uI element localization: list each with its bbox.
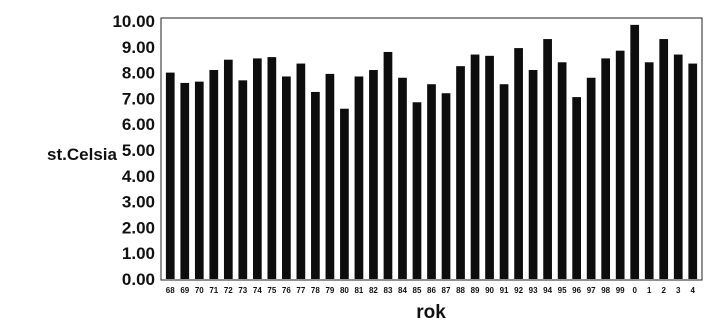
bar	[644, 62, 654, 279]
x-tick-label: 84	[398, 286, 407, 295]
x-tick-label: 73	[238, 286, 247, 295]
x-axis-title: rok	[416, 302, 446, 323]
y-axis-ticks: 0.00 1.00 2.00 3.00 4.00 5.00 6.00 7.00 8.00 9.00…	[112, 12, 155, 289]
bar	[354, 76, 364, 279]
x-tick-label: 98	[601, 286, 610, 295]
plot-frame	[160, 17, 703, 281]
bar	[456, 66, 465, 280]
y-tick-label: 10.00	[112, 12, 155, 31]
bar	[688, 63, 698, 279]
x-tick-label: 80	[340, 286, 349, 295]
y-tick-label: 3.00	[122, 193, 155, 212]
bar	[180, 82, 190, 279]
x-tick-label: 2	[661, 286, 666, 295]
x-tick-label: 99	[616, 286, 625, 295]
x-tick-label: 81	[354, 286, 363, 295]
bar	[325, 73, 335, 279]
x-tick-label: 88	[456, 286, 465, 295]
bar	[441, 93, 451, 280]
y-tick-label: 9.00	[122, 38, 155, 57]
x-tick-label: 74	[253, 286, 262, 295]
x-tick-label: 96	[572, 286, 581, 295]
x-tick-label: 94	[543, 286, 552, 295]
x-tick-label: 97	[587, 286, 596, 295]
x-tick-label: 92	[514, 286, 523, 295]
bar	[557, 62, 567, 279]
x-tick-label: 90	[485, 286, 494, 295]
x-tick-label: 76	[282, 286, 291, 295]
bar	[572, 97, 581, 279]
x-tick-label: 89	[471, 286, 480, 295]
x-tick-label: 4	[691, 286, 696, 295]
bar	[673, 54, 683, 279]
x-tick-label: 69	[180, 286, 189, 295]
y-tick-label: 4.00	[122, 167, 155, 186]
x-tick-label: 3	[676, 286, 681, 295]
bar	[267, 57, 277, 280]
x-tick-label: 83	[384, 286, 393, 295]
bar	[194, 81, 204, 279]
x-tick-label: 75	[267, 286, 276, 295]
bar	[499, 84, 509, 280]
x-tick-label: 0	[632, 286, 637, 295]
y-tick-label: 2.00	[122, 218, 155, 237]
bar	[398, 77, 407, 279]
bar	[282, 76, 291, 279]
bar	[470, 54, 480, 279]
x-tick-label: 85	[413, 286, 422, 295]
bar	[369, 70, 378, 280]
bar	[209, 70, 219, 280]
y-tick-label: 5.00	[122, 141, 155, 160]
bar	[659, 39, 669, 280]
x-tick-label: 70	[195, 286, 204, 295]
bar	[427, 84, 436, 280]
bar	[485, 55, 494, 279]
bars	[165, 24, 698, 280]
bar	[311, 91, 320, 279]
bar	[586, 77, 596, 279]
y-axis-title: st.Celsia	[47, 145, 117, 164]
bar	[412, 102, 422, 280]
y-tick-label: 7.00	[122, 89, 155, 108]
y-tick-label: 1.00	[122, 244, 155, 263]
x-axis-ticks: 68 69 70 71 72 73 74 75 76 77 78 79 80 81 82 83 84 85 86 87…	[166, 286, 696, 295]
y-tick-label: 0.00	[122, 270, 155, 289]
bar	[165, 72, 175, 279]
x-tick-label: 71	[209, 286, 218, 295]
bar	[296, 63, 306, 279]
x-tick-label: 77	[296, 286, 305, 295]
x-tick-label: 78	[311, 286, 320, 295]
bar	[601, 58, 611, 279]
x-tick-label: 82	[369, 286, 378, 295]
x-tick-label: 79	[325, 286, 334, 295]
bar	[223, 59, 233, 280]
bar	[383, 51, 393, 280]
x-tick-label: 93	[529, 286, 538, 295]
x-tick-label: 1	[647, 286, 652, 295]
bar	[543, 39, 552, 280]
x-tick-label: 68	[166, 286, 175, 295]
x-tick-label: 72	[224, 286, 233, 295]
bar	[340, 108, 349, 279]
bar	[252, 58, 262, 279]
x-tick-label: 87	[442, 286, 451, 295]
bar	[514, 48, 523, 280]
y-tick-label: 8.00	[122, 64, 155, 83]
x-tick-label: 95	[558, 286, 567, 295]
bar	[630, 24, 640, 280]
bar	[528, 70, 538, 280]
y-tick-label: 6.00	[122, 115, 155, 134]
bar	[238, 80, 248, 279]
bar	[615, 50, 625, 279]
x-tick-label: 86	[427, 286, 436, 295]
x-tick-label: 91	[500, 286, 509, 295]
